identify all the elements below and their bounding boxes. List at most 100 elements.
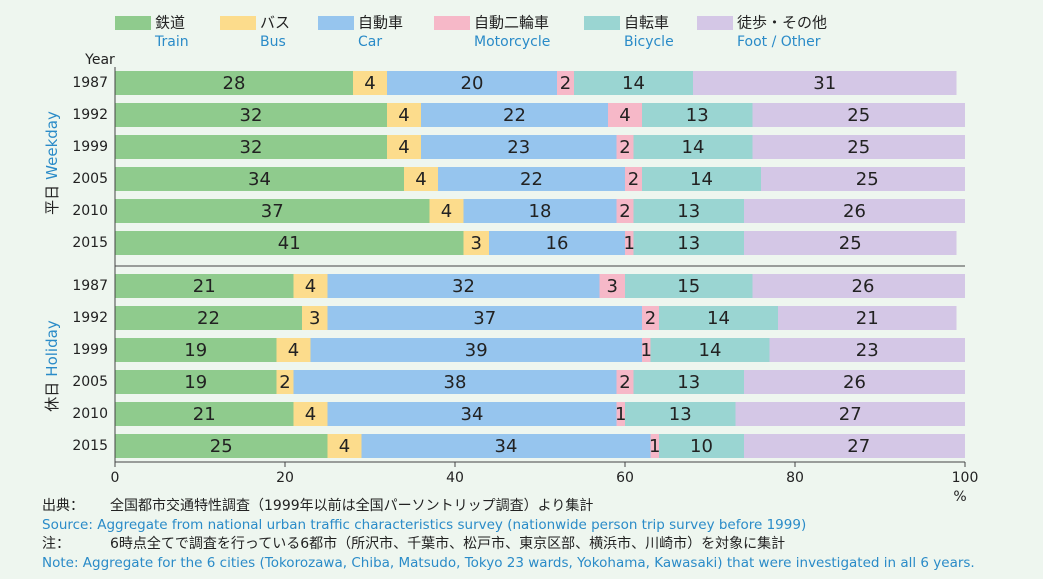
bar-segment — [115, 167, 404, 191]
data-label: 27 — [847, 436, 870, 457]
bar-segment — [404, 167, 438, 191]
data-label: 4 — [398, 137, 409, 158]
note-label: 注： — [42, 536, 70, 552]
bar-segment — [276, 370, 294, 394]
bar-segment — [421, 135, 617, 159]
bar-segment — [616, 370, 634, 394]
bar-segment — [293, 370, 617, 394]
data-label: 4 — [339, 436, 350, 457]
data-label: 19 — [184, 340, 207, 361]
bar-segment — [293, 274, 328, 298]
data-label: 3 — [471, 233, 482, 254]
bar-segment — [650, 338, 770, 362]
bar-segment — [744, 434, 965, 458]
data-label: 3 — [607, 276, 618, 297]
legend-label-en: Bicycle — [624, 34, 674, 50]
legend-label-en: Car — [358, 34, 382, 50]
panel-label-jp: 平日 — [43, 185, 61, 215]
bar-segment — [115, 199, 430, 223]
data-label: 34 — [461, 404, 484, 425]
bar-segment — [633, 135, 753, 159]
bar-segment — [115, 306, 302, 330]
bar-segment — [633, 370, 744, 394]
data-label: 1 — [649, 436, 660, 457]
x-tick-label: 40 — [446, 470, 464, 486]
data-label: 14 — [622, 73, 645, 94]
data-label: 1 — [641, 340, 652, 361]
y-tick-label: 2010 — [72, 203, 108, 219]
bar-segment — [616, 199, 634, 223]
bar-segment — [429, 199, 464, 223]
note-text-en: Source: Aggregate from national urban tr… — [42, 517, 806, 533]
y-tick-label: 2005 — [72, 374, 108, 390]
data-label: 21 — [193, 276, 216, 297]
data-label: 15 — [677, 276, 700, 297]
legend-label-en: Bus — [260, 34, 286, 50]
legend-label: 鉄道 — [155, 14, 185, 32]
data-label: 13 — [677, 372, 700, 393]
data-label: 32 — [452, 276, 475, 297]
data-label: 13 — [669, 404, 692, 425]
data-label: 19 — [184, 372, 207, 393]
bar-segment — [744, 370, 965, 394]
bar-segment — [625, 167, 642, 191]
data-label: 22 — [520, 169, 543, 190]
data-label: 4 — [398, 105, 409, 126]
y-tick-label: 2015 — [72, 438, 108, 454]
bar-segment — [642, 103, 753, 127]
data-label: 27 — [839, 404, 862, 425]
data-label: 25 — [839, 233, 862, 254]
x-tick-label: 0 — [111, 470, 120, 486]
y-tick-label: 2005 — [72, 171, 108, 187]
bar-segment — [744, 231, 957, 255]
data-label: 34 — [248, 169, 271, 190]
panel-label-en: Holiday — [43, 320, 61, 377]
bar-segment — [115, 103, 387, 127]
bar-segment — [633, 231, 744, 255]
bar-segment — [115, 434, 328, 458]
bar-segment — [625, 231, 634, 255]
data-label: 4 — [288, 340, 299, 361]
bar-segment — [769, 338, 965, 362]
data-label: 37 — [473, 308, 496, 329]
panel-label-jp: 休日 — [43, 382, 61, 412]
x-tick-label: 60 — [616, 470, 634, 486]
legend-label: 自転車 — [624, 14, 669, 32]
data-label: 4 — [619, 105, 630, 126]
bar-segment — [327, 434, 362, 458]
y-tick-label: 1987 — [72, 75, 108, 91]
data-label: 22 — [503, 105, 526, 126]
data-label: 4 — [305, 404, 316, 425]
bar-segment — [115, 338, 277, 362]
bar-segment — [310, 338, 642, 362]
data-label: 37 — [261, 201, 284, 222]
legend-label-en: Train — [154, 34, 189, 50]
bar-segment — [735, 402, 965, 426]
data-label: 21 — [193, 404, 216, 425]
data-label: 32 — [240, 105, 263, 126]
bar-segment — [659, 434, 744, 458]
data-label: 31 — [813, 73, 836, 94]
data-label: 2 — [619, 372, 630, 393]
data-label: 4 — [364, 73, 375, 94]
data-label: 2 — [628, 169, 639, 190]
bar-segment — [642, 306, 659, 330]
bar-segment — [327, 274, 600, 298]
data-label: 2 — [279, 372, 290, 393]
data-label: 10 — [690, 436, 713, 457]
data-label: 18 — [529, 201, 552, 222]
bar-segment — [625, 402, 736, 426]
bar-segment — [659, 306, 778, 330]
data-label: 1 — [624, 233, 635, 254]
bar-segment — [752, 135, 965, 159]
y-tick-label: 1987 — [72, 278, 108, 294]
y-axis-label: Year — [84, 52, 115, 68]
note-text: 全国都市交通特性調査（1999年以前は全国パーソントリップ調査）より集計 — [110, 497, 593, 514]
y-tick-label: 1999 — [72, 342, 108, 358]
legend-swatch — [434, 16, 470, 30]
data-label: 4 — [415, 169, 426, 190]
legend-label: 徒歩・その他 — [737, 14, 827, 32]
legend-swatch — [318, 16, 354, 30]
bar-segment — [616, 402, 625, 426]
